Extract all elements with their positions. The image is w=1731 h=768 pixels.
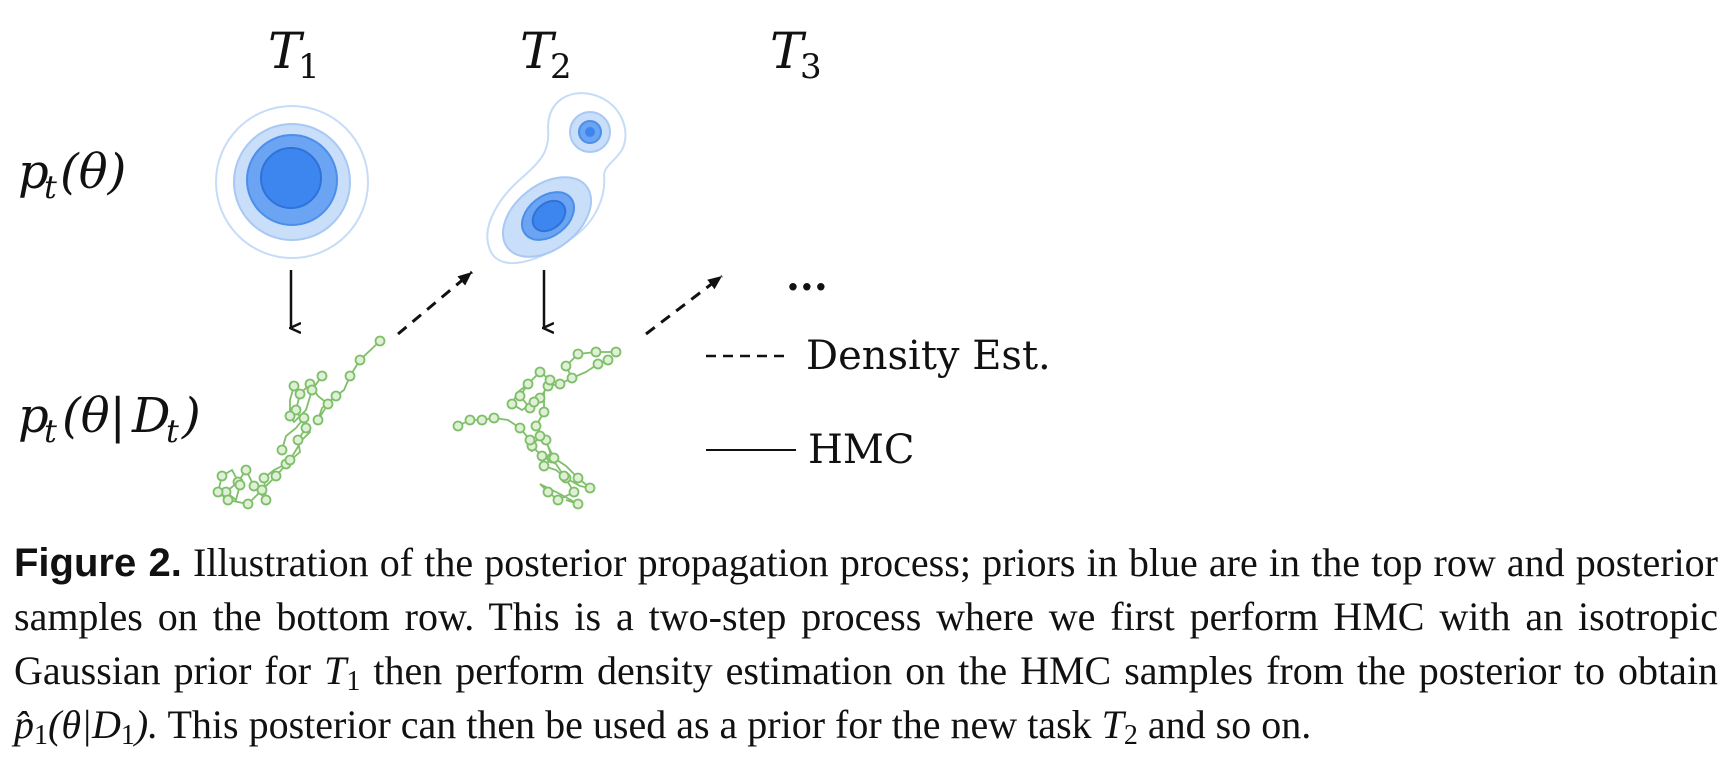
- row-label-posterior: p t (θ| D t ): [18, 388, 201, 450]
- task-header-2: T 2: [520, 22, 572, 87]
- density-arrow-2-to-3: [645, 274, 723, 336]
- svg-text:T: T: [268, 22, 305, 80]
- svg-text:D: D: [131, 388, 170, 444]
- task-header-3: T 3: [770, 22, 822, 87]
- posterior-samples-task-2: [452, 346, 622, 510]
- svg-text:T: T: [770, 22, 807, 80]
- figure-caption: Figure 2. Illustration of the posterior …: [14, 536, 1718, 752]
- caption-text-2: then perform density estimation on the H…: [373, 648, 1719, 693]
- svg-text:t: t: [44, 412, 57, 450]
- svg-text:t: t: [44, 168, 57, 206]
- prior-density-task-1: [215, 105, 369, 259]
- svg-text:3: 3: [800, 47, 822, 87]
- svg-text:t: t: [166, 412, 179, 450]
- caption-task-1: T1: [324, 648, 361, 697]
- svg-text:p: p: [18, 144, 49, 200]
- density-arrow-1-to-2: [397, 270, 473, 336]
- caption-phat: p̂1(θ|D1).: [14, 702, 159, 751]
- legend-hmc-label: HMC: [808, 427, 914, 473]
- svg-text:(θ|: (θ|: [62, 388, 126, 444]
- row-label-prior: p t (θ): [18, 144, 126, 206]
- legend: Density Est. HMC: [706, 333, 1051, 473]
- caption-text-4: and so on.: [1147, 702, 1312, 747]
- caption-text-3: This posterior can then be used as a pri…: [167, 702, 1092, 747]
- posterior-samples-task-1: [212, 335, 386, 510]
- task-header-1: T 1: [268, 22, 320, 87]
- svg-text:p: p: [18, 388, 49, 444]
- prior-density-task-2: [486, 92, 627, 265]
- caption-text-1: Illustration of the posterior propagatio…: [14, 540, 1718, 693]
- caption-label: Figure 2.: [14, 541, 182, 585]
- svg-text:T: T: [520, 22, 557, 80]
- legend-density-label: Density Est.: [806, 333, 1051, 379]
- svg-text:): ): [181, 388, 201, 444]
- ellipsis: ...: [786, 253, 828, 300]
- svg-text:(θ): (θ): [60, 144, 126, 200]
- caption-task-2: T2: [1101, 702, 1138, 751]
- svg-text:1: 1: [298, 47, 320, 87]
- svg-text:2: 2: [550, 47, 572, 87]
